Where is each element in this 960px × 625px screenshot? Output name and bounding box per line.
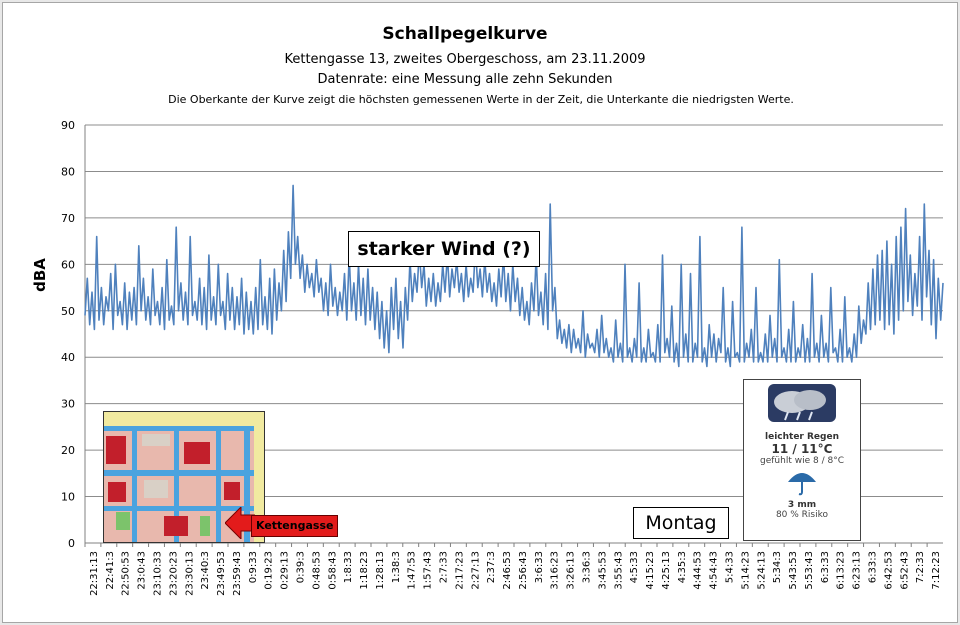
x-tick-label: 22:41:3 [105, 551, 116, 590]
x-tick-label: 2:46:53 [502, 551, 513, 590]
x-tick-label: 6:33:3 [868, 551, 879, 583]
y-tick-label: 60 [61, 258, 75, 271]
x-tick-label: 3:26:13 [566, 551, 577, 590]
series-line-0 [84, 184, 944, 368]
x-tick-label: 6:13:23 [836, 551, 847, 590]
x-tick-label: 0:39:3 [296, 551, 307, 583]
y-tick-label: 10 [61, 491, 75, 504]
x-tick-label: 3:6:33 [534, 551, 545, 583]
weather-widget: leichter Regen 11 / 11°C gefühlt wie 8 /… [743, 379, 861, 541]
x-tick-label: 1:18:23 [359, 551, 370, 590]
x-tick-label: 22:31:13 [89, 551, 100, 596]
x-tick-label: 4:15:23 [645, 551, 656, 590]
x-tick-label: 5:53:43 [804, 551, 815, 590]
x-tick-label: 23:40:3 [200, 551, 211, 590]
umbrella-icon [788, 473, 816, 496]
x-tick-label: 2:37:3 [486, 551, 497, 583]
x-tick-label: 23:0:43 [137, 551, 148, 590]
x-tick-label: 3:55:43 [613, 551, 624, 590]
x-tick-label: 22:50:53 [121, 551, 132, 596]
x-tick-label: 5:24:13 [756, 551, 767, 590]
x-tick-label: 5:4:33 [725, 551, 736, 583]
x-tick-label: 4:54:43 [709, 551, 720, 590]
x-tick-label: 2:7:33 [439, 551, 450, 583]
x-tick-label: 0:58:43 [327, 551, 338, 590]
x-tick-label: 23:10:33 [153, 551, 164, 596]
x-tick-label: 0:48:53 [311, 551, 322, 590]
map-image [104, 412, 264, 542]
weather-rain: 3 mm [787, 500, 817, 510]
map-street-label: Kettengasse [251, 515, 339, 537]
x-tick-label: 1:57:43 [423, 551, 434, 590]
x-tick-label: 3:45:53 [597, 551, 608, 590]
y-tick-label: 70 [61, 212, 75, 225]
x-tick-label: 0:9:33 [248, 551, 259, 583]
rain-cloud-icon [768, 384, 836, 422]
x-tick-label: 0:29:13 [280, 551, 291, 590]
x-tick-label: 1:47:53 [407, 551, 418, 590]
x-tick-label: 23:30:13 [184, 551, 195, 596]
x-tick-label: 1:28:13 [375, 551, 386, 590]
y-axis-label: dBA [31, 258, 49, 292]
x-tick-label: 0:19:23 [264, 551, 275, 590]
y-tick-label: 40 [61, 351, 75, 364]
y-ticks: 0 10 20 30 40 50 60 70 80 90 [61, 119, 75, 550]
x-tick-label: 4:25:13 [661, 551, 672, 590]
chart-subtitle-1: Kettengasse 13, zweites Obergeschoss, am… [284, 52, 645, 67]
weather-temp: 11 / 11°C [771, 442, 833, 456]
x-tick-label: 2:27:13 [470, 551, 481, 590]
x-tick-label: 23:59:43 [232, 551, 243, 596]
x-tick-label: 2:17:23 [454, 551, 465, 590]
x-tick-label: 1:38:3 [391, 551, 402, 583]
x-tick-label: 6:52:43 [899, 551, 910, 590]
y-tick-label: 50 [61, 305, 75, 318]
x-tick-label: 7:12:23 [931, 551, 942, 590]
series-layer [84, 184, 944, 368]
x-ticks: 22:31:13 22:41:3 22:50:53 23:0:43 23:10:33 23… [84, 543, 942, 596]
x-tick-label: 23:49:53 [216, 551, 227, 596]
y-tick-label: 0 [68, 537, 75, 550]
chart-subtitle-3: Die Oberkante der Kurve zeigt die höchst… [168, 93, 794, 106]
y-tick-label: 20 [61, 444, 75, 457]
x-tick-label: 5:14:23 [740, 551, 751, 590]
chart-title: Schallpegelkurve [382, 24, 547, 44]
x-tick-label: 1:8:33 [343, 551, 354, 583]
x-tick-label: 5:43:53 [788, 551, 799, 590]
x-tick-label: 2:56:43 [518, 551, 529, 590]
weather-condition: leichter Regen [765, 432, 839, 442]
x-tick-label: 6:42:53 [883, 551, 894, 590]
street-map [103, 411, 265, 543]
y-tick-label: 30 [61, 398, 75, 411]
weather-feels: gefühlt wie 8 / 8°C [760, 456, 844, 466]
weather-risk: 80 % Risiko [775, 510, 829, 520]
x-tick-label: 3:36:3 [582, 551, 593, 583]
y-tick-label: 90 [61, 119, 75, 132]
x-tick-label: 6:3:33 [820, 551, 831, 583]
x-tick-label: 4:35:3 [677, 551, 688, 583]
annotation-day: Montag [633, 507, 729, 539]
map-arrow-icon [225, 507, 255, 539]
x-tick-label: 5:34:3 [772, 551, 783, 583]
annotation-wind: starker Wind (?) [348, 231, 540, 267]
chart-subtitle-2: Datenrate: eine Messung alle zehn Sekund… [318, 72, 613, 87]
x-tick-label: 23:20:23 [168, 551, 179, 596]
y-tick-label: 80 [61, 165, 75, 178]
x-tick-label: 6:23:13 [852, 551, 863, 590]
x-tick-label: 3:16:23 [550, 551, 561, 590]
x-tick-label: 7:2:33 [915, 551, 926, 583]
x-tick-label: 4:44:53 [693, 551, 704, 590]
x-tick-label: 4:5:33 [629, 551, 640, 583]
